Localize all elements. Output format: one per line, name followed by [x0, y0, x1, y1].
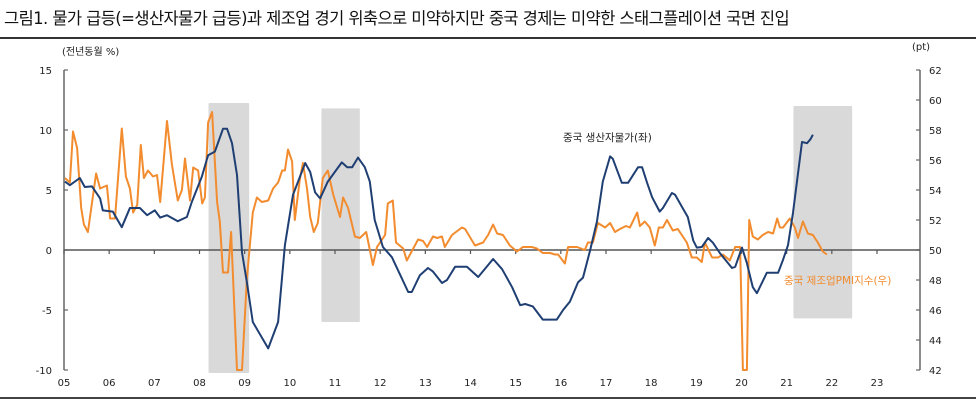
left-tick-label: -10	[36, 366, 52, 377]
right-tick-label: 54	[929, 186, 942, 197]
right-tick-label: 46	[929, 306, 942, 317]
x-tick-label: 07	[148, 378, 161, 389]
bottom-divider	[0, 397, 976, 399]
shaded-period-0	[208, 103, 250, 373]
right-tick-label: 50	[929, 246, 942, 257]
right-tick-label: 48	[929, 276, 942, 287]
right-tick-label: 44	[929, 336, 942, 347]
x-tick-label: 13	[419, 378, 432, 389]
chart-title: 그림1. 물가 급등(=생산자물가 급등)과 제조업 경기 위축으로 미약하지만…	[4, 9, 790, 28]
left-tick-label: 15	[39, 66, 52, 77]
pmi-line	[64, 111, 828, 371]
series-lines	[64, 111, 828, 371]
x-tick-label: 16	[554, 378, 567, 389]
x-tick-label: 10	[283, 378, 296, 389]
ppi-line	[64, 127, 814, 350]
left-tick-label: -5	[42, 306, 52, 317]
x-tick-label: 18	[645, 378, 658, 389]
right-tick-label: 60	[929, 96, 942, 107]
right-axis-unit: (pt)	[912, 42, 930, 53]
right-tick-label: 62	[929, 66, 942, 77]
x-tick-label: 17	[600, 378, 613, 389]
title-divider	[0, 37, 976, 39]
x-tick-label: 12	[374, 378, 387, 389]
right-tick-label: 58	[929, 126, 942, 137]
left-axis-unit: (전년동월 %)	[62, 46, 119, 58]
x-tick-label: 11	[329, 378, 342, 389]
x-tick-label: 15	[509, 378, 522, 389]
left-tick-label: 5	[46, 186, 52, 197]
left-tick-label: 0	[46, 246, 52, 257]
x-tick-label: 05	[58, 378, 71, 389]
left-tick-label: 10	[39, 126, 52, 137]
x-tick-label: 20	[735, 378, 748, 389]
series-label-pmi: 중국 제조업PMI지수(우)	[784, 274, 891, 287]
series-label-ppi: 중국 생산자물가(좌)	[563, 132, 652, 144]
x-tick-label: 06	[103, 378, 116, 389]
x-tick-label: 14	[464, 378, 477, 389]
x-tick-label: 09	[238, 378, 251, 389]
right-tick-label: 56	[929, 156, 942, 167]
x-tick-label: 22	[825, 378, 838, 389]
x-tick-label: 08	[193, 378, 206, 389]
right-tick-label: 42	[929, 366, 942, 377]
x-tick-label: 21	[780, 378, 793, 389]
right-tick-label: 52	[929, 216, 942, 227]
x-tick-label: 19	[690, 378, 703, 389]
x-tick-label: 23	[871, 378, 884, 389]
shaded-period-2	[793, 106, 853, 319]
